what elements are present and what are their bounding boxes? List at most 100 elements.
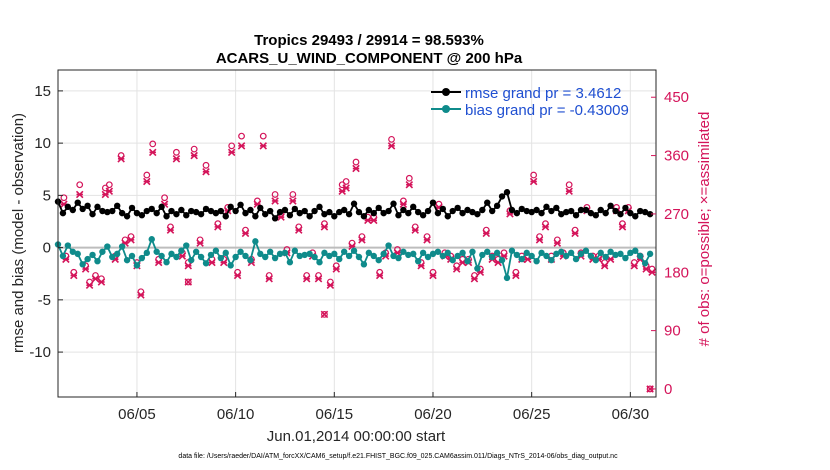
bias-point — [202, 260, 210, 267]
bias-point — [183, 242, 190, 249]
legend-bias-marker — [442, 105, 450, 113]
assimilated-obs-point — [91, 274, 100, 283]
bias-point — [109, 253, 116, 261]
possible-obs-point — [60, 194, 68, 202]
rmse-point — [622, 204, 629, 212]
possible-obs-point — [161, 194, 168, 202]
assimilated-obs-point — [387, 142, 396, 150]
bias-point — [99, 248, 106, 255]
rmse-point — [345, 210, 353, 218]
rmse-point — [197, 210, 205, 218]
bias-point — [286, 259, 294, 266]
right-axis-ticks: 450 360 270 180 90 0 — [651, 89, 689, 398]
assimilated-obs-point — [429, 271, 437, 280]
assimilated-obs-point — [75, 190, 84, 199]
rmse-point — [553, 204, 560, 212]
left-axis-ticks: 15 10 5 0 -5 -10 — [29, 83, 63, 361]
bias-point — [276, 250, 284, 258]
rmse-point — [449, 207, 456, 215]
rmse-point — [153, 209, 160, 217]
rmse-point — [133, 209, 141, 217]
assimilated-obs-point — [184, 278, 193, 286]
possible-obs-point — [238, 132, 245, 140]
rmse-point — [498, 193, 506, 200]
assimilated-obs-point — [320, 310, 329, 319]
left-tick-label: 0 — [43, 240, 51, 257]
assimilated-obs-point — [370, 216, 378, 225]
bias-point — [350, 247, 358, 254]
assimilated-obs-point — [646, 385, 654, 393]
possible-obs-point — [271, 191, 279, 198]
x-tick-label: 06/25 — [513, 406, 551, 423]
x-tick-label: 06/20 — [414, 406, 452, 423]
rmse-point — [424, 207, 432, 215]
bias-point — [508, 247, 516, 254]
chart-title-line2: ACARS_U_WIND_COMPONENT @ 200 hPa — [216, 50, 523, 67]
bias-point — [424, 253, 432, 261]
rmse-point — [538, 209, 545, 217]
bias-point — [281, 249, 289, 257]
bias-point — [252, 238, 259, 245]
right-tick-label: 270 — [664, 206, 689, 223]
assimilated-obs-point — [143, 177, 151, 186]
bias-point — [577, 250, 585, 258]
bias-point — [257, 250, 264, 258]
assimilated-obs-point — [411, 226, 419, 234]
possible-obs-point — [352, 158, 360, 166]
rmse-point — [637, 207, 644, 215]
possible-obs-point — [321, 311, 328, 318]
bias-point — [59, 252, 67, 260]
bias-point — [227, 262, 234, 269]
rmse-point — [89, 210, 96, 218]
rmse-point — [222, 213, 229, 220]
possible-obs-point — [228, 142, 236, 150]
bias-point — [587, 252, 595, 260]
bias-point — [168, 250, 175, 258]
assimilated-obs-point — [512, 271, 520, 280]
rmse-point — [331, 213, 338, 220]
bias-point — [64, 242, 72, 249]
assimilated-obs-point — [332, 265, 341, 273]
rmse-point — [158, 203, 165, 211]
rmse-point — [94, 203, 101, 211]
legend: rmse grand pr = 3.4612 bias grand pr = -… — [431, 85, 629, 119]
bias-point — [543, 252, 550, 260]
bias-point — [340, 248, 348, 255]
bias-point — [114, 250, 121, 258]
bias-point — [138, 254, 146, 262]
rmse-point — [518, 205, 525, 213]
rmse-point — [607, 202, 614, 210]
rmse-point — [183, 212, 190, 219]
rmse-point — [597, 206, 604, 214]
assimilated-obs-point — [178, 252, 187, 260]
bias-point — [316, 259, 323, 266]
x-tick-label: 06/05 — [118, 406, 156, 423]
rmse-point — [301, 207, 308, 215]
assimilated-mark-b — [646, 385, 654, 393]
rmse-point — [340, 206, 348, 214]
right-tick-label: 90 — [664, 323, 681, 340]
bias-point — [518, 255, 525, 263]
bias-point — [513, 251, 521, 259]
rmse-point — [582, 206, 590, 214]
bias-point — [360, 261, 368, 268]
rmse-point — [405, 209, 412, 217]
chart-title-line1: Tropics 29493 / 29914 = 98.593% — [254, 32, 484, 49]
possible-obs-point — [530, 171, 538, 179]
assimilated-obs-point — [127, 236, 135, 244]
bias-point — [375, 256, 382, 264]
possible-obs-point — [259, 132, 267, 140]
assimilated-obs-point — [326, 281, 335, 289]
bias-point — [345, 252, 353, 260]
legend-rmse-label: rmse grand pr = 3.4612 — [465, 85, 621, 102]
rmse-point — [252, 213, 259, 220]
possible-obs-point — [76, 181, 84, 189]
bias-point — [439, 252, 447, 260]
rmse-point — [64, 203, 72, 211]
rmse-point — [262, 210, 269, 218]
right-tick-label: 180 — [664, 264, 689, 281]
assimilated-mark-b — [320, 310, 329, 319]
rmse-point — [528, 208, 535, 216]
rmse-point — [395, 212, 402, 219]
assimilated-obs-point — [342, 184, 350, 192]
